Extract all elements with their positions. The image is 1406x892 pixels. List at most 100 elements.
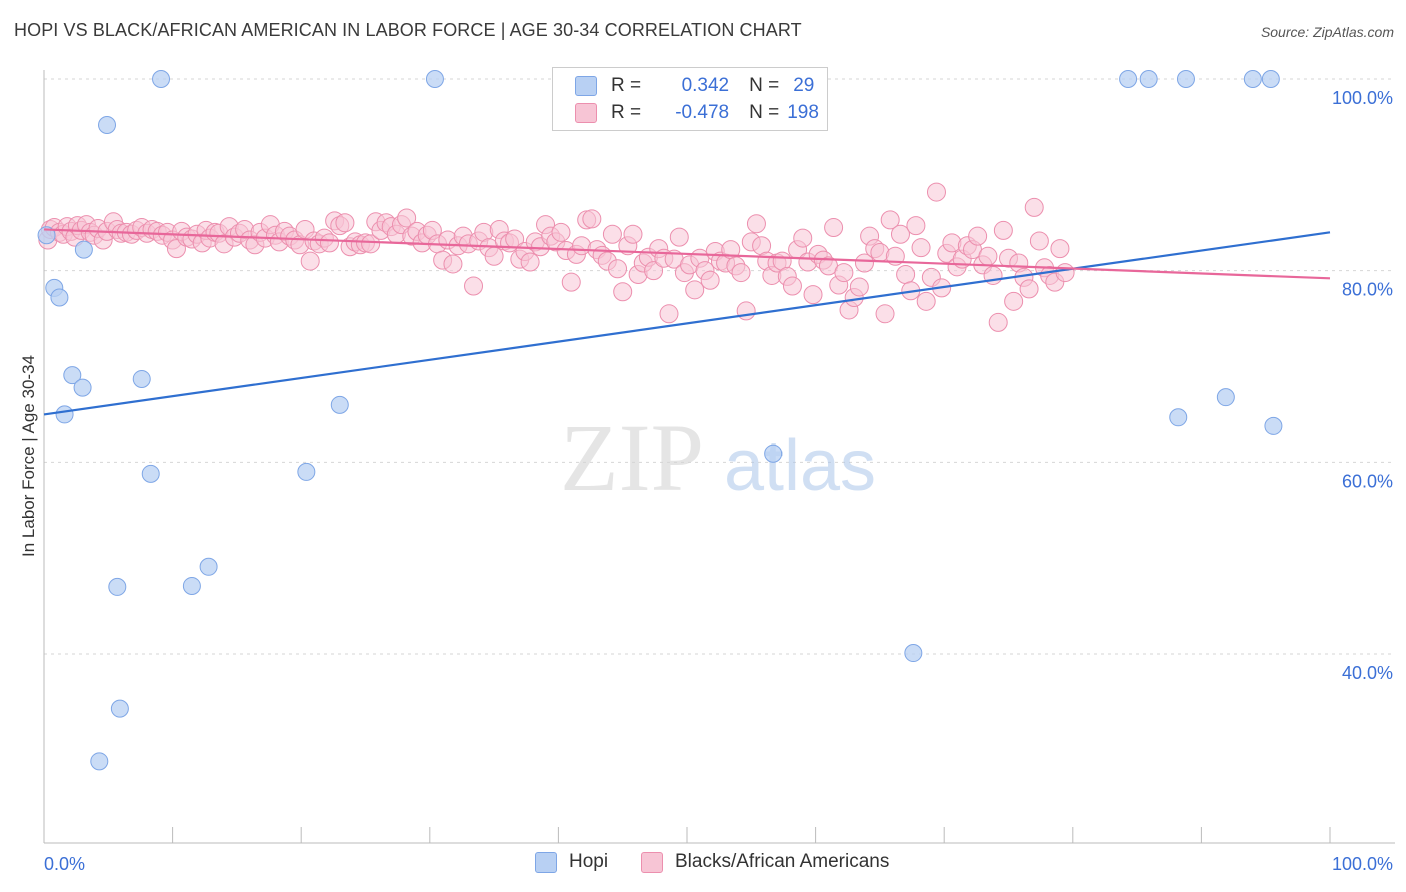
data-point-blacks	[1024, 197, 1044, 217]
data-point-hopi	[110, 699, 129, 718]
data-point-blacks	[1029, 231, 1049, 251]
data-point-hopi	[152, 70, 171, 88]
y-tick-label: 100.0%	[1332, 88, 1393, 108]
data-point-blacks	[993, 220, 1013, 240]
data-point-hopi	[74, 240, 93, 259]
data-point-hopi	[199, 557, 218, 576]
data-point-hopi	[1176, 70, 1195, 88]
r-label: R =	[611, 75, 642, 96]
data-point-blacks	[1019, 279, 1039, 299]
series-blacks-points	[38, 182, 1075, 332]
n-label: N =	[749, 102, 780, 123]
data-point-blacks	[911, 238, 931, 258]
data-point-blacks	[335, 213, 355, 233]
data-point-hopi	[904, 644, 923, 663]
data-point-blacks	[464, 276, 484, 296]
data-point-blacks	[803, 285, 823, 305]
data-point-hopi	[1261, 70, 1280, 88]
y-tick-label: 40.0%	[1342, 663, 1393, 683]
watermark-zip: ZIP	[560, 404, 704, 511]
hopi-n-value: 29	[793, 75, 815, 96]
data-point-hopi	[98, 116, 117, 134]
stats-legend: R = 0.342 N = 29 R = -0.478 N = 198	[552, 67, 828, 131]
data-point-hopi	[63, 366, 82, 385]
data-point-hopi	[1139, 70, 1158, 88]
data-point-blacks	[731, 263, 751, 283]
r-label: R =	[611, 102, 642, 123]
trend-line-hopi	[43, 231, 1331, 416]
data-point-blacks	[854, 253, 874, 273]
data-point-blacks	[685, 280, 705, 300]
data-point-blacks	[849, 277, 869, 297]
data-point-hopi	[297, 462, 316, 481]
data-point-blacks	[700, 270, 720, 290]
legend-item-hopi: Hopi	[535, 851, 608, 873]
data-point-blacks	[880, 210, 900, 230]
data-point-blacks	[978, 246, 998, 266]
data-point-blacks	[602, 224, 622, 244]
watermark-atlas: atlas	[724, 426, 876, 506]
data-point-hopi	[90, 752, 109, 771]
source-label: Source: ZipAtlas.com	[1260, 24, 1394, 40]
data-point-blacks	[623, 224, 643, 244]
data-point-blacks	[834, 263, 854, 283]
data-point-blacks	[890, 224, 910, 244]
data-point-hopi	[1169, 408, 1188, 427]
data-point-blacks	[397, 208, 417, 228]
data-point-blacks	[736, 301, 756, 321]
data-point-blacks	[824, 218, 844, 238]
data-point-blacks	[613, 282, 633, 302]
series-hopi-points	[37, 70, 1283, 771]
data-point-blacks	[300, 251, 320, 271]
data-point-blacks	[669, 227, 689, 247]
data-point-blacks	[782, 276, 802, 296]
y-tick-label: 80.0%	[1342, 280, 1393, 300]
data-point-blacks	[1004, 291, 1024, 311]
watermark: ZIP atlas	[560, 404, 876, 511]
y-tick-label: 60.0%	[1342, 471, 1393, 491]
hopi-legend-swatch	[535, 851, 557, 873]
trend-line-blacks	[43, 228, 1331, 280]
legend-row-hopi: R = 0.342 N = 29	[575, 74, 814, 98]
data-point-blacks	[361, 234, 381, 254]
data-point-blacks	[793, 228, 813, 248]
tick-labels: 100.0% 80.0% 60.0% 40.0% 0.0% 100.0%	[44, 88, 1393, 874]
data-point-blacks	[319, 233, 339, 253]
data-point-hopi	[330, 395, 349, 414]
blacks-legend-swatch	[641, 851, 663, 873]
hopi-swatch	[575, 76, 597, 96]
data-point-blacks	[582, 209, 602, 229]
y-axis-label: In Labor Force | Age 30-34	[19, 355, 38, 557]
data-point-blacks	[968, 226, 988, 246]
data-point-hopi	[425, 70, 444, 88]
data-point-blacks	[746, 214, 766, 234]
data-point-blacks	[561, 272, 581, 292]
data-point-hopi	[764, 444, 783, 463]
data-point-blacks	[988, 312, 1008, 332]
chart-title: HOPI VS BLACK/AFRICAN AMERICAN IN LABOR …	[14, 20, 802, 40]
data-point-hopi	[132, 369, 151, 388]
data-point-hopi	[50, 288, 69, 307]
n-label: N =	[749, 75, 780, 96]
blacks-n-value: 198	[787, 102, 819, 123]
gridlines	[44, 78, 1395, 655]
trend-lines	[43, 228, 1331, 416]
data-point-blacks	[443, 254, 463, 274]
data-point-hopi	[1216, 388, 1235, 407]
legend-row-blacks: R = -0.478 N = 198	[575, 101, 819, 125]
data-point-blacks	[608, 259, 628, 279]
blacks-r-value: -0.478	[675, 102, 730, 123]
data-point-blacks	[1050, 239, 1070, 259]
axes	[43, 70, 1395, 844]
data-point-blacks	[551, 222, 571, 242]
data-point-blacks	[875, 304, 895, 324]
data-point-blacks	[926, 182, 946, 202]
data-point-blacks	[1055, 263, 1075, 283]
data-point-blacks	[916, 291, 936, 311]
data-point-hopi	[73, 378, 92, 397]
hopi-r-value: 0.342	[681, 75, 730, 96]
blacks-swatch	[575, 103, 597, 123]
data-point-blacks	[896, 265, 916, 284]
data-point-hopi	[55, 405, 74, 424]
